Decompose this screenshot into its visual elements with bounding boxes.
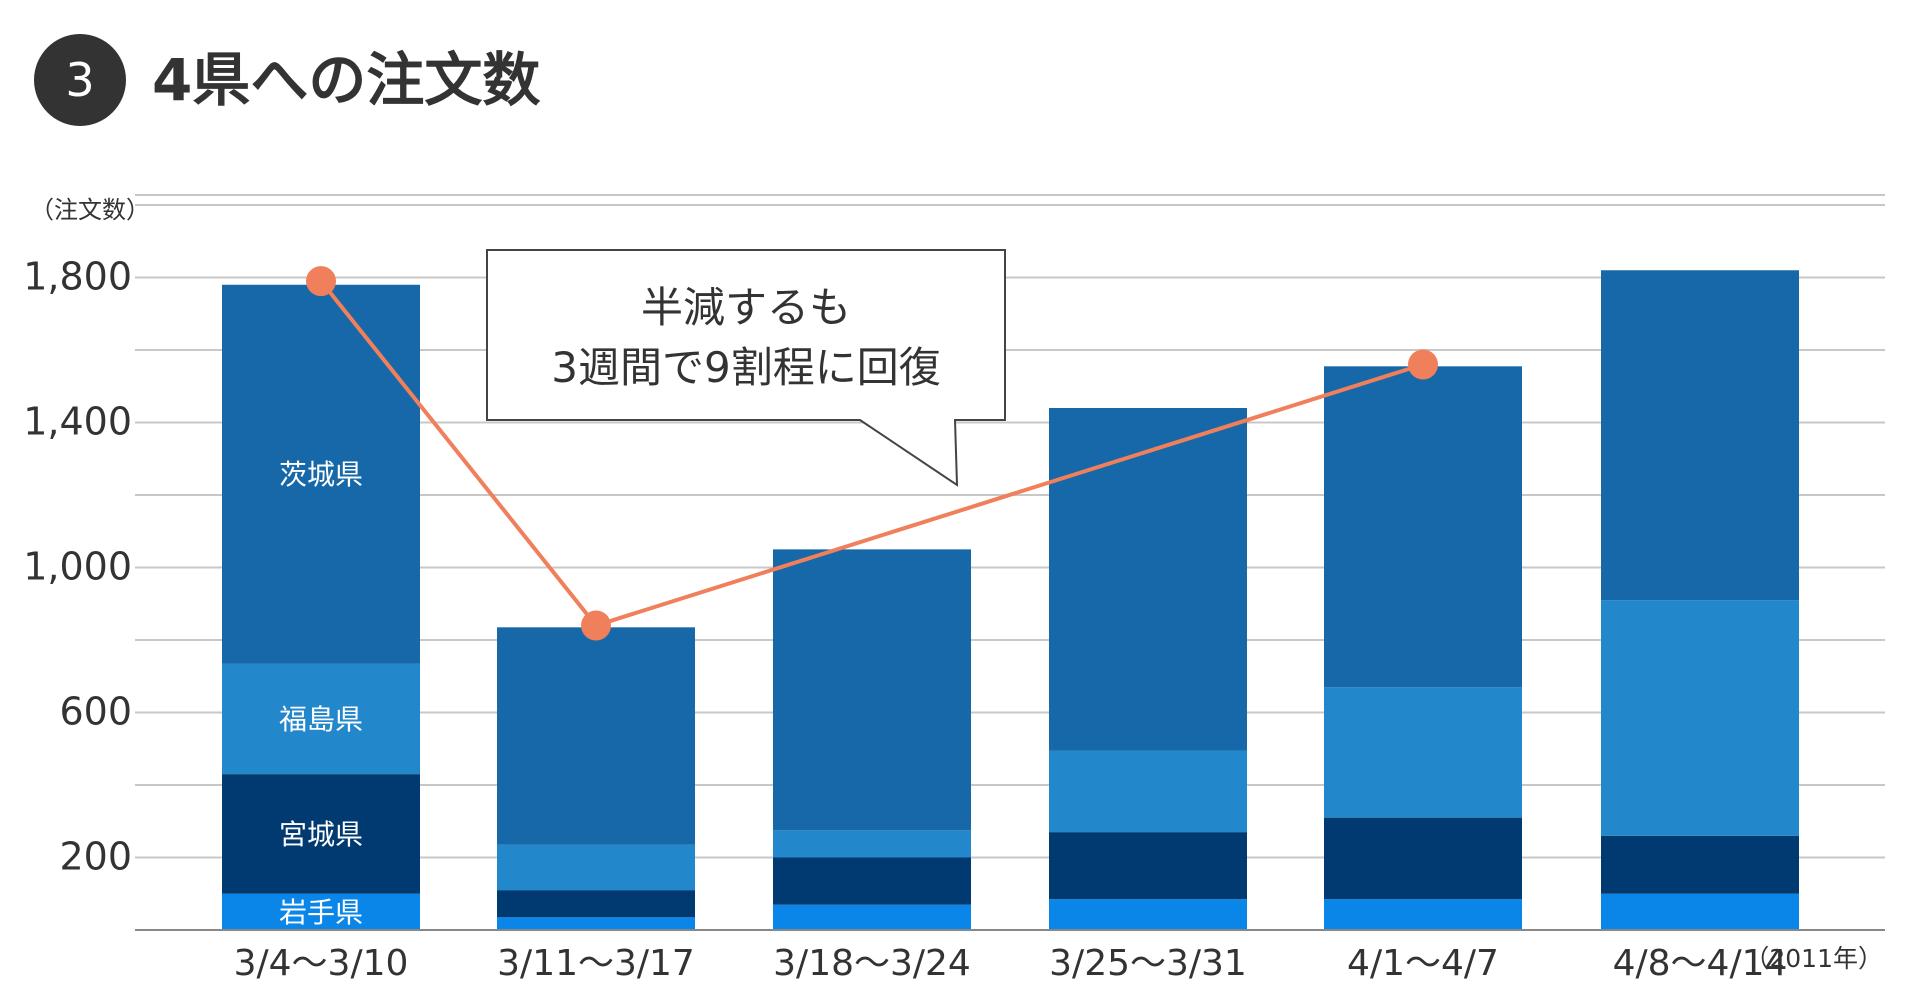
- bar-segment-iwate: [1324, 899, 1522, 930]
- bar-segment-fukushima: [222, 663, 420, 775]
- trend-line: [306, 266, 1438, 641]
- x-tick-label: 3/25〜3/31: [1049, 943, 1247, 984]
- y-tick-labels: 1,800 1,400 1,000 600 200: [23, 255, 132, 879]
- y-tick-label: 200: [59, 835, 132, 879]
- bar-segment-iwate: [1049, 899, 1247, 930]
- callout: 半減するも 3週間で9割程に回復: [486, 249, 1006, 487]
- x-tick-label: 3/4〜3/10: [234, 943, 409, 984]
- bar-segment-fukushima: [1049, 750, 1247, 833]
- bar-segment-miyagi: [497, 890, 695, 918]
- x-tick-label: 3/18〜3/24: [773, 943, 971, 984]
- section-number: 3: [65, 53, 94, 107]
- bar-segment-fukushima: [1601, 600, 1799, 836]
- y-tick-label: 1,400: [23, 400, 132, 444]
- bar-segment-ibaraki: [222, 284, 420, 664]
- bar-segment-fukushima: [1324, 687, 1522, 818]
- series-label-fukushima: 福島県: [279, 703, 363, 736]
- callout-line-1: 半減するも: [641, 283, 851, 332]
- x-tick-labels: 3/4〜3/10 3/11〜3/17 3/18〜3/24 3/25〜3/31 4/1〜4…: [234, 943, 1788, 984]
- x-tick-label: 4/1〜4/7: [1347, 943, 1499, 984]
- chart-title: 4県への注文数: [152, 46, 540, 114]
- bar-segment-ibaraki: [497, 627, 695, 845]
- x-tick-label: 4/8〜4/14: [1613, 943, 1788, 984]
- callout-box: [486, 249, 1006, 487]
- x-axis-unit: （2011年）: [1744, 944, 1883, 973]
- bar-segment-miyagi: [1049, 832, 1247, 900]
- y-tick-label: 1,800: [23, 255, 132, 299]
- grid-layer: [135, 204, 1885, 859]
- bar-segment-iwate: [222, 893, 420, 930]
- bar-segment-ibaraki: [1049, 408, 1247, 751]
- bars: [222, 270, 1799, 930]
- y-tick-label: 600: [59, 690, 132, 734]
- bar-segment-miyagi: [773, 857, 971, 905]
- bar-segment-miyagi: [222, 774, 420, 894]
- bar-segment-iwate: [497, 917, 695, 930]
- section-number-badge: [34, 34, 126, 126]
- x-tick-label: 3/11〜3/17: [497, 943, 695, 984]
- bar-segment-fukushima: [497, 844, 695, 891]
- trend-point: [1408, 349, 1438, 380]
- bar-segment-ibaraki: [1324, 366, 1522, 688]
- bar-segment-ibaraki: [1601, 270, 1799, 601]
- trend-point: [306, 266, 336, 297]
- y-axis-label: （注文数）: [30, 196, 150, 224]
- callout-line-2: 3週間で9割程に回復: [551, 343, 940, 392]
- series-label-iwate: 岩手県: [279, 896, 363, 929]
- bar-segment-miyagi: [1601, 835, 1799, 894]
- series-label-ibaraki: 茨城県: [279, 458, 363, 491]
- bar-segment-fukushima: [773, 830, 971, 858]
- bar-segment-iwate: [773, 904, 971, 930]
- bar-segment-miyagi: [1324, 817, 1522, 900]
- series-label-miyagi: 宮城県: [279, 818, 363, 851]
- bar-segment-iwate: [1601, 893, 1799, 930]
- trend-point: [581, 610, 611, 641]
- series-labels: 岩手県 宮城県 福島県 茨城県: [279, 458, 363, 929]
- y-tick-label: 1,000: [23, 545, 132, 589]
- bar-segment-ibaraki: [773, 549, 971, 831]
